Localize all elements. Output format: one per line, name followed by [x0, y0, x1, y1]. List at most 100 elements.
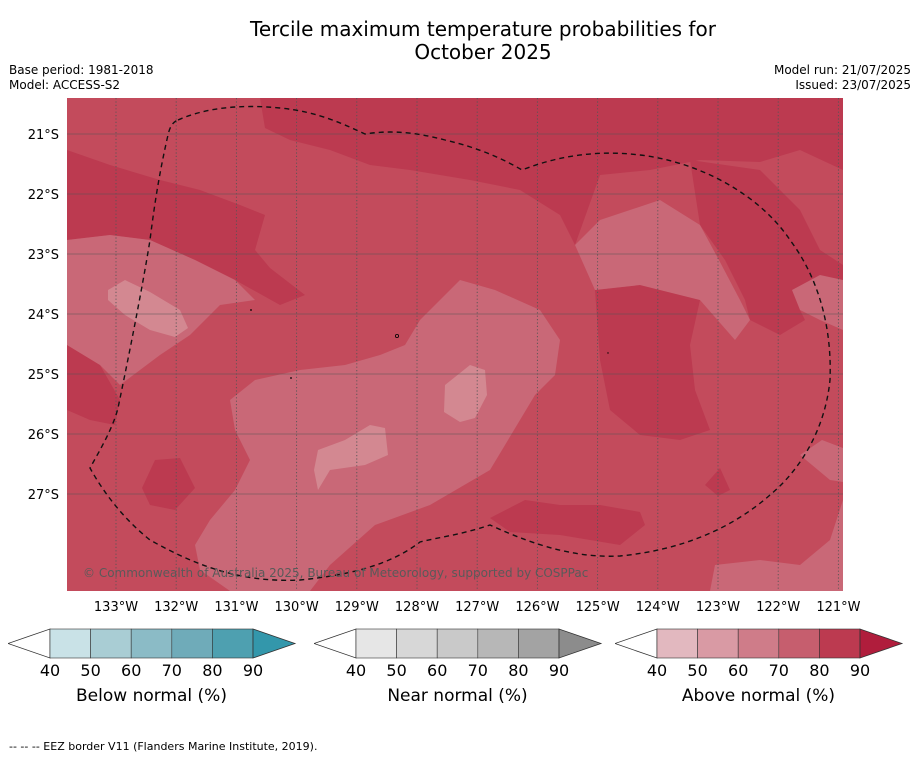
- island-marker: [290, 377, 292, 379]
- model-name: Model: ACCESS-S2: [9, 78, 121, 92]
- colorbar-tick-label: 60: [427, 661, 447, 680]
- field-80-90-west: [67, 345, 120, 425]
- field-80-90-south: [490, 500, 645, 545]
- longitude-label: 127°W: [455, 600, 499, 615]
- longitude-label: 122°W: [756, 600, 800, 615]
- eez-border: [89, 105, 831, 582]
- colorbar-segment: [819, 628, 861, 659]
- colorbar-segment: [90, 628, 132, 659]
- colorbar-segment: [656, 628, 698, 659]
- colorbar-tick-label: 50: [80, 661, 100, 680]
- island-marker: [607, 352, 609, 354]
- colorbar-segment: [355, 628, 397, 659]
- colorbar-segment: [697, 628, 739, 659]
- longitude-label: 121°W: [816, 600, 860, 615]
- field-60-70-east: [792, 275, 843, 330]
- field-60-70-mideast: [575, 200, 750, 340]
- longitude-label: 130°W: [275, 600, 319, 615]
- title-line-1: Tercile maximum temperature probabilitie…: [250, 17, 716, 41]
- colorbar-below-normal-scale: 40 50 60 70 80 90: [6, 628, 297, 680]
- colorbar-below-normal: 40 50 60 70 80 90: [6, 620, 298, 684]
- longitude-label: 124°W: [636, 600, 680, 615]
- probability-field: [67, 98, 843, 591]
- map-title: Tercile maximum temperature probabilitie…: [0, 18, 919, 64]
- field-60-70-southeast-2: [800, 440, 843, 482]
- longitude-labels: 133°W 132°W 131°W 130°W 129°W 128°W 127°W 126°W…: [94, 600, 861, 615]
- colorbar-tick-label: 70: [468, 661, 488, 680]
- colorbar-tick-label: 80: [809, 661, 829, 680]
- latitude-label: 27°S: [28, 488, 59, 503]
- colorbar-segment: [477, 628, 519, 659]
- colorbar-caption-below: Below normal (%): [76, 686, 227, 706]
- longitude-label: 128°W: [395, 600, 439, 615]
- colorbar-segment: [212, 628, 254, 659]
- field-60-70-southeast: [710, 500, 843, 591]
- colorbar-segment: [737, 628, 780, 659]
- latitude-labels: 21°S 22°S 23°S 24°S 25°S 26°S 27°S: [28, 128, 59, 503]
- colorbar-extension-low: [312, 628, 357, 659]
- colorbar-segment: [396, 628, 438, 659]
- longitude-label: 132°W: [154, 600, 198, 615]
- model-run: Model run: 21/07/2025: [773, 63, 911, 77]
- colorbar-tick-label: 40: [647, 661, 667, 680]
- colorbar-segment: [518, 628, 560, 659]
- colorbar-tick-label: 90: [549, 661, 569, 680]
- colorbar-segment: [130, 628, 173, 659]
- colorbar-tick-label: 50: [386, 661, 406, 680]
- colorbar-tick-label: 60: [121, 661, 141, 680]
- colorbar-segment: [436, 628, 479, 659]
- colorbar-tick-label: 90: [850, 661, 870, 680]
- longitude-label: 126°W: [515, 600, 559, 615]
- latitude-label: 25°S: [28, 368, 59, 383]
- field-80-90-north: [260, 98, 843, 245]
- colorbar-tick-label: 70: [769, 661, 789, 680]
- colorbar-extension-low: [6, 628, 51, 659]
- longitude-label: 133°W: [94, 600, 138, 615]
- colorbar-tick-label: 70: [162, 661, 182, 680]
- metadata-right: Model run: 21/07/2025 Issued: 23/07/2025: [774, 63, 911, 93]
- graticule: [67, 98, 843, 591]
- colorbar-caption-near: Near normal (%): [387, 686, 528, 706]
- field-80-90-northwest: [67, 150, 305, 305]
- colorbar-extension-high: [558, 628, 603, 659]
- colorbar-segment: [49, 628, 91, 659]
- colorbar-above-normal: 40 50 60 70 80 90: [613, 620, 905, 684]
- latitude-label: 26°S: [28, 428, 59, 443]
- base-period: Base period: 1981-2018: [9, 63, 154, 77]
- copyright-notice: © Commonwealth of Australia 2025, Bureau…: [83, 566, 588, 580]
- field-80-90-east: [595, 285, 710, 440]
- colorbar-extension-low: [613, 628, 658, 659]
- latitude-label: 21°S: [28, 128, 59, 143]
- colorbar-segment: [171, 628, 213, 659]
- colorbar-tick-label: 40: [40, 661, 60, 680]
- eez-legend: -- -- -- EEZ border V11 (Flanders Marine…: [9, 740, 318, 753]
- island-marker: [250, 309, 252, 311]
- colorbar-caption-above: Above normal (%): [681, 686, 836, 706]
- colorbar-above-normal-scale: 40 50 60 70 80 90: [613, 628, 904, 680]
- field-80-90-south-east: [705, 468, 730, 496]
- longitude-label: 123°W: [696, 600, 740, 615]
- colorbar-tick-label: 40: [346, 661, 366, 680]
- longitude-label: 129°W: [335, 600, 379, 615]
- longitude-label: 131°W: [214, 600, 258, 615]
- colorbar-segment: [778, 628, 820, 659]
- longitude-label: 125°W: [576, 600, 620, 615]
- latitude-label: 24°S: [28, 308, 59, 323]
- latitude-label: 23°S: [28, 248, 59, 263]
- colorbar-tick-label: 80: [508, 661, 528, 680]
- field-80-90-southwest: [142, 458, 195, 510]
- colorbar-tick-label: 60: [728, 661, 748, 680]
- colorbar-tick-label: 90: [243, 661, 263, 680]
- metadata-left: Base period: 1981-2018 Model: ACCESS-S2: [9, 63, 154, 93]
- map-figure: © Commonwealth of Australia 2025, Bureau…: [28, 98, 861, 615]
- colorbar-extension-high: [859, 628, 904, 659]
- island-marker: [394, 333, 399, 338]
- colorbar-extension-high: [252, 628, 297, 659]
- colorbar-tick-label: 50: [687, 661, 707, 680]
- colorbar-near-normal-scale: 40 50 60 70 80 90: [312, 628, 603, 680]
- field-50-60-west: [108, 280, 188, 337]
- colorbar-tick-label: 80: [202, 661, 222, 680]
- latitude-label: 22°S: [28, 188, 59, 203]
- field-50-60-centre: [444, 365, 487, 422]
- colorbar-near-normal: 40 50 60 70 80 90: [312, 620, 604, 684]
